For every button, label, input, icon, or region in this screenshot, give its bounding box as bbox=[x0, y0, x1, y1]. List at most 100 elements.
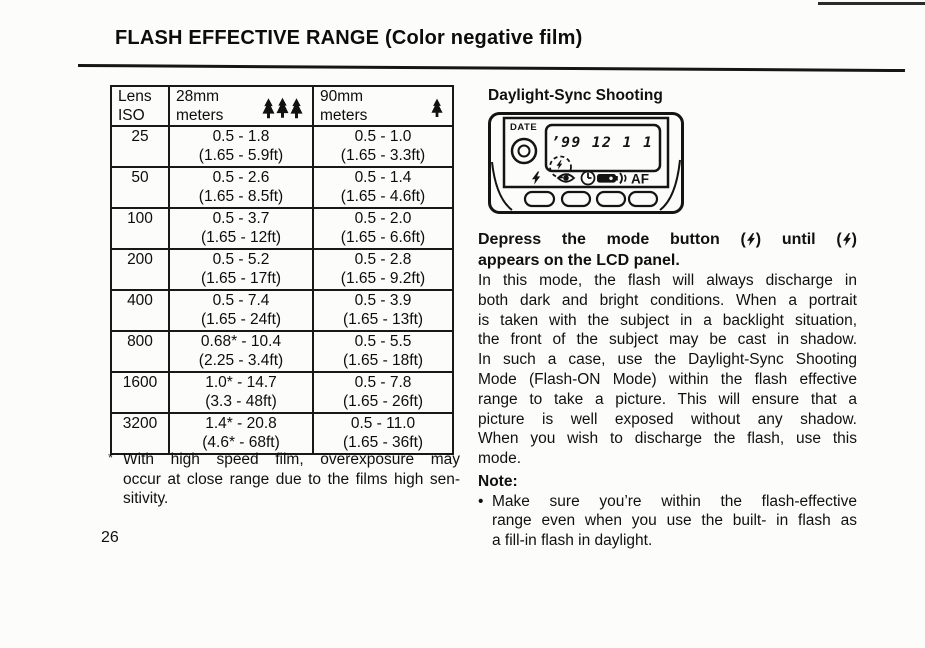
body-line: range to take a picture. This will ensur… bbox=[478, 390, 857, 408]
flash-range-table: Lens ISO 28mm meters bbox=[110, 85, 454, 455]
mode-button-3 bbox=[595, 190, 627, 208]
body-line: picture is well exposed without any shad… bbox=[478, 410, 857, 428]
range-28mm-cell: 1.0* - 14.7 (3.3 - 48ft) bbox=[168, 371, 314, 414]
body-line: In this mode, the flash will always disc… bbox=[478, 272, 857, 289]
range-90mm-cell: 0.5 - 11.0 (1.65 - 36ft) bbox=[312, 412, 454, 455]
mode-button-1 bbox=[523, 190, 556, 208]
date-button bbox=[510, 137, 538, 165]
iso-value: 400 bbox=[110, 289, 170, 332]
heading-text: ) until ( bbox=[755, 231, 842, 248]
header-90mm: 90mm meters bbox=[312, 85, 454, 127]
flash-bolt-icon bbox=[532, 171, 541, 185]
range-28mm-cell: 0.68* - 10.4 (2.25 - 3.4ft) bbox=[168, 330, 314, 373]
mode-button-4 bbox=[627, 190, 659, 208]
date-label: DATE bbox=[510, 122, 537, 133]
body-line: In such a case, use the Daylight-Sync Sh… bbox=[478, 351, 857, 369]
bullet-marker: • bbox=[478, 493, 484, 510]
body-line: the front of the subject may be cast in … bbox=[478, 331, 857, 349]
table-row: 100 0.5 - 3.7 (1.65 - 12ft) 0.5 - 2.0 (1.6… bbox=[110, 207, 454, 250]
header-lens-label: Lens bbox=[118, 88, 152, 105]
header-lens-iso: Lens ISO bbox=[110, 85, 170, 127]
header-28mm-meters-label: meters bbox=[176, 107, 224, 124]
note-line: range even when you use the built- in fl… bbox=[492, 512, 857, 530]
body-line: both dark and bright conditions. When a … bbox=[478, 291, 857, 309]
lcd-screen-outline bbox=[544, 123, 662, 173]
table-row: 25 0.5 - 1.8 (1.65 - 5.9ft) 0.5 - 1.0 (1.6… bbox=[110, 125, 454, 168]
range-28mm-cell: 0.5 - 2.6 (1.65 - 8.5ft) bbox=[168, 166, 314, 209]
header-28mm-label: 28mm bbox=[176, 88, 220, 105]
iso-value: 50 bbox=[110, 166, 170, 209]
camera-body-outline bbox=[488, 112, 684, 214]
iso-value: 25 bbox=[110, 125, 170, 168]
flash-bolt-icon bbox=[556, 160, 563, 170]
instruction-heading-line: appears on the LCD panel. bbox=[478, 252, 680, 269]
iso-value: 200 bbox=[110, 248, 170, 291]
table-footnote: * With high speed film, overexposure may… bbox=[104, 450, 460, 509]
footnote-line: occur at close range due to the films hi… bbox=[123, 470, 460, 488]
footnote-line: sitivity. bbox=[123, 490, 169, 507]
mode-instruction: Depress the mode button ( ) until () appe… bbox=[478, 229, 857, 469]
lcd-date-display: ’99 12 1 1 bbox=[551, 135, 653, 151]
date-button-inner bbox=[517, 144, 531, 158]
iso-value: 1600 bbox=[110, 371, 170, 414]
range-28mm-cell: 0.5 - 7.4 (1.65 - 24ft) bbox=[168, 289, 314, 332]
range-28mm-cell: 0.5 - 3.7 (1.65 - 12ft) bbox=[168, 207, 314, 250]
note-line: a fill-in flash in daylight. bbox=[492, 531, 653, 549]
header-28mm: 28mm meters bbox=[168, 85, 314, 127]
table-row: 800 0.68* - 10.4 (2.25 - 3.4ft) 0.5 - 5.5… bbox=[110, 330, 454, 373]
iso-value: 800 bbox=[110, 330, 170, 373]
heading-text: Depress the mode button ( bbox=[478, 231, 746, 248]
range-90mm-cell: 0.5 - 7.8 (1.65 - 26ft) bbox=[312, 371, 454, 414]
note-line: Make sure you’re within the flash-effect… bbox=[492, 493, 857, 510]
sound-wave-icon bbox=[619, 172, 623, 184]
footnote-line: With high speed film, overexposure may bbox=[123, 451, 460, 468]
title-rule bbox=[77, 64, 905, 72]
flash-bolt-icon bbox=[842, 233, 851, 246]
note-bullet-item: • Make sure you’re within the flash-effe… bbox=[478, 492, 857, 550]
note-heading: Note: bbox=[478, 473, 518, 490]
camera-lcd-panel-illustration: DATE ’99 12 1 1 AF bbox=[488, 112, 684, 214]
range-90mm-cell: 0.5 - 5.5 (1.65 - 18ft) bbox=[312, 330, 454, 373]
table-row: 3200 1.4* - 20.8 (4.6* - 68ft) 0.5 - 11.0… bbox=[110, 412, 454, 455]
iso-value: 100 bbox=[110, 207, 170, 250]
panel-face-outline bbox=[502, 116, 670, 189]
heading-text: ) bbox=[851, 231, 857, 248]
eye-icon bbox=[556, 173, 576, 183]
body-line: Mode (Flash-ON Mode) within the flash ef… bbox=[478, 370, 857, 388]
af-label: AF bbox=[631, 172, 649, 187]
table-row: 200 0.5 - 5.2 (1.65 - 17ft) 0.5 - 2.8 (1.6… bbox=[110, 248, 454, 291]
three-trees-icon bbox=[262, 93, 303, 119]
body-line: When you wish to discharge the flash, us… bbox=[478, 430, 857, 448]
range-28mm-cell: 0.5 - 5.2 (1.65 - 17ft) bbox=[168, 248, 314, 291]
iso-value: 3200 bbox=[110, 412, 170, 455]
battery-remote-icon bbox=[597, 174, 618, 183]
header-iso-label: ISO bbox=[118, 107, 145, 124]
mode-button-2 bbox=[560, 190, 592, 208]
range-90mm-cell: 0.5 - 2.0 (1.65 - 6.6ft) bbox=[312, 207, 454, 250]
body-contour-right bbox=[659, 159, 681, 211]
note-section: Note: • Make sure you’re within the flas… bbox=[478, 471, 857, 550]
asterisk-marker: * bbox=[108, 450, 114, 465]
page-title: FLASH EFFECTIVE RANGE (Color negative fi… bbox=[115, 27, 583, 49]
body-contour-left bbox=[491, 161, 513, 211]
range-28mm-cell: 0.5 - 1.8 (1.65 - 5.9ft) bbox=[168, 125, 314, 168]
body-line: mode. bbox=[478, 450, 522, 468]
one-tree-icon bbox=[431, 94, 443, 118]
table-row: 50 0.5 - 2.6 (1.65 - 8.5ft) 0.5 - 1.4 (1.6… bbox=[110, 166, 454, 209]
table-row: 400 0.5 - 7.4 (1.65 - 24ft) 0.5 - 3.9 (1.6… bbox=[110, 289, 454, 332]
header-90mm-meters-label: meters bbox=[320, 107, 368, 124]
instruction-heading-line: Depress the mode button ( ) until () bbox=[478, 229, 857, 250]
range-90mm-cell: 0.5 - 1.0 (1.65 - 3.3ft) bbox=[312, 125, 454, 168]
range-28mm-cell: 1.4* - 20.8 (4.6* - 68ft) bbox=[168, 412, 314, 455]
eye-pupil bbox=[563, 175, 569, 181]
flash-bolt-icon bbox=[746, 233, 755, 246]
flash-mode-dashed-circle bbox=[549, 155, 572, 179]
page-edge-line bbox=[818, 2, 925, 5]
table-header-row: Lens ISO 28mm meters bbox=[110, 85, 454, 127]
range-90mm-cell: 0.5 - 2.8 (1.65 - 9.2ft) bbox=[312, 248, 454, 291]
self-timer-icon bbox=[580, 170, 596, 186]
range-90mm-cell: 0.5 - 1.4 (1.65 - 4.6ft) bbox=[312, 166, 454, 209]
daylight-sync-heading: Daylight-Sync Shooting bbox=[488, 87, 663, 104]
page-number: 26 bbox=[101, 529, 119, 546]
